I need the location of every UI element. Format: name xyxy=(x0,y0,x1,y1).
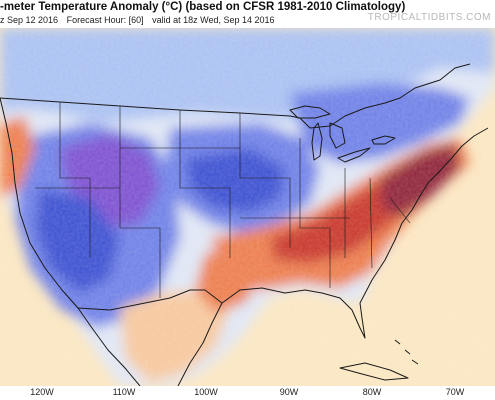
lake-ontario xyxy=(371,135,396,145)
us-mexico-border xyxy=(77,289,223,311)
state-lines xyxy=(35,102,411,298)
brand-watermark: TROPICALTIDBITS.COM xyxy=(367,12,491,23)
map-title: -meter Temperature Anomaly (°C) (based o… xyxy=(0,1,406,13)
lon-label-90w: 90W xyxy=(279,387,299,397)
lake-huron xyxy=(329,122,346,149)
atlantic-coastline xyxy=(359,127,489,304)
pacific-coastline xyxy=(0,97,141,386)
forecast-hour: Forecast Hour: [60] xyxy=(66,15,144,25)
gulf-coastline xyxy=(177,287,366,386)
init-time: z Sep 12 2016 xyxy=(0,15,59,25)
lake-erie xyxy=(337,147,371,163)
map-subtitle: z Sep 12 2016 Forecast Hour: [60] valid … xyxy=(0,15,281,25)
lon-label-70w: 70W xyxy=(445,387,465,397)
texture-overlay xyxy=(0,28,495,386)
lon-label-110w: 110W xyxy=(112,387,136,397)
cuba-outline xyxy=(339,362,409,381)
lon-label-80w: 80W xyxy=(362,387,382,397)
map-header: -meter Temperature Anomaly (°C) (based o… xyxy=(0,0,495,28)
lon-label-100w: 100W xyxy=(194,387,218,397)
lake-michigan xyxy=(311,122,323,161)
bahamas-outline xyxy=(394,339,419,365)
lon-label-120w: 120W xyxy=(30,387,54,397)
longitude-axis: 120W 110W 100W 90W 80W 70W xyxy=(0,386,495,400)
valid-time: valid at 18z Wed, Sep 14 2016 xyxy=(152,15,275,25)
lake-superior xyxy=(289,105,331,119)
anomaly-map xyxy=(0,28,495,386)
